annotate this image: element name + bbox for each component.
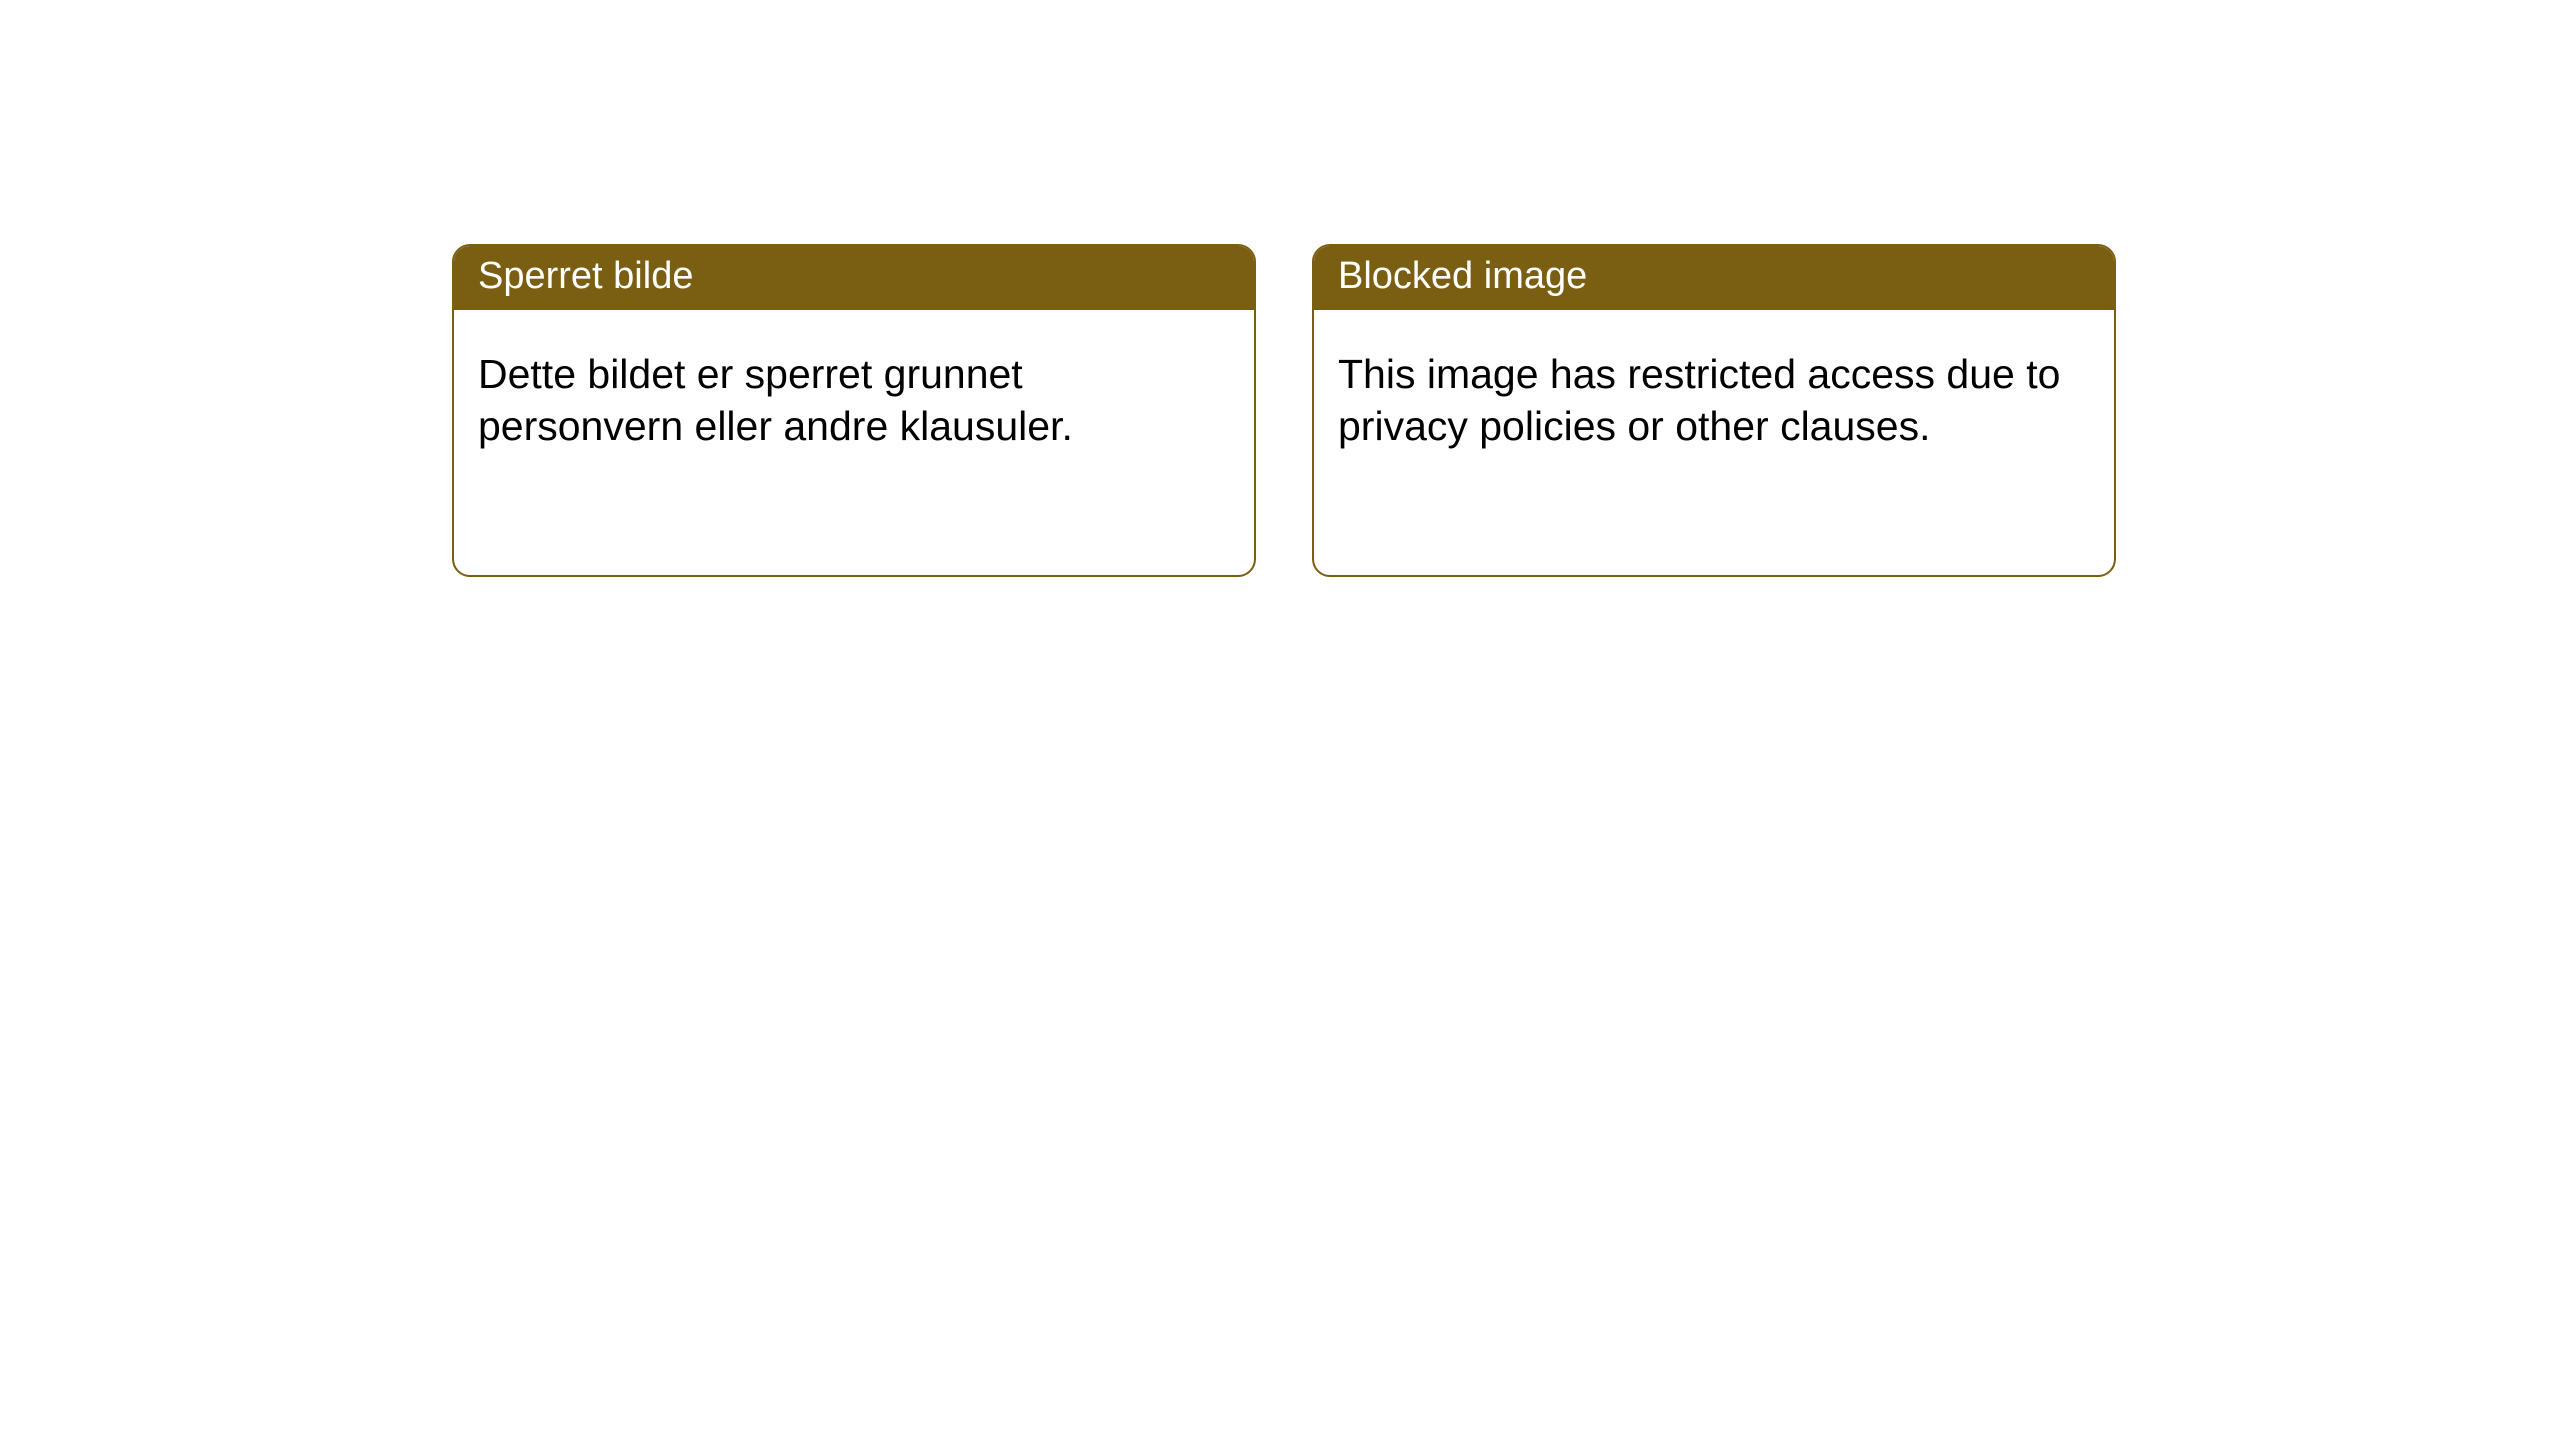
notice-container: Sperret bilde Dette bildet er sperret gr… [0,0,2560,577]
notice-header-no: Sperret bilde [454,246,1254,310]
notice-body-no: Dette bildet er sperret grunnet personve… [454,310,1254,477]
notice-card-no: Sperret bilde Dette bildet er sperret gr… [452,244,1256,577]
notice-body-en: This image has restricted access due to … [1314,310,2114,477]
notice-header-en: Blocked image [1314,246,2114,310]
notice-card-en: Blocked image This image has restricted … [1312,244,2116,577]
